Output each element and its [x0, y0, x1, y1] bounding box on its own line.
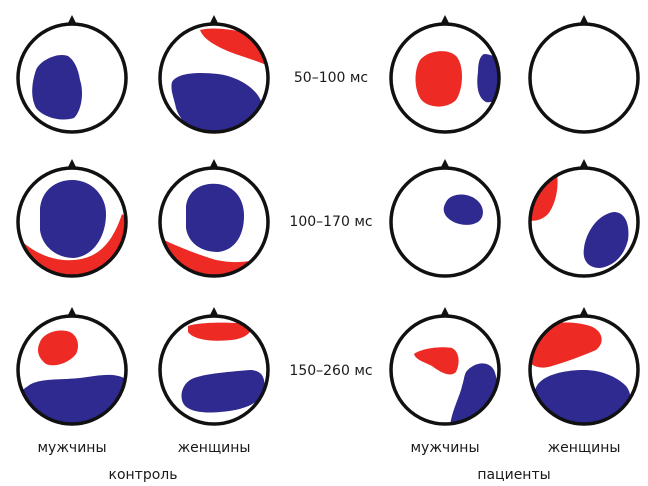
nose-marker [440, 159, 450, 169]
negative-region [18, 374, 126, 424]
column-label-patient-female: женщины [548, 440, 621, 456]
group-label-patients: пациенты [477, 467, 550, 483]
negative-region [181, 370, 265, 413]
positive-region [414, 347, 459, 375]
head-map-control-male-150-260 [16, 307, 128, 426]
column-label-control-male: мужчины [37, 440, 106, 456]
negative-region [40, 180, 106, 258]
nose-marker [440, 307, 450, 317]
head-map-patient-female-50-100 [528, 15, 640, 134]
negative-region [583, 212, 629, 268]
column-label-patient-male: мужчины [410, 440, 479, 456]
nose-marker [579, 159, 589, 169]
negative-region [171, 73, 262, 132]
negative-region [533, 370, 631, 424]
time-window-label: 50–100 мс [294, 70, 368, 86]
head-map-control-female-150-260 [158, 307, 270, 426]
nose-marker [67, 15, 77, 25]
column-label-control-female: женщины [178, 440, 251, 456]
head-outline [389, 166, 501, 278]
negative-region [443, 194, 483, 225]
negative-region [477, 54, 499, 103]
head-map-control-female-100-170 [158, 159, 270, 278]
time-window-label: 100–170 мс [289, 214, 372, 230]
positive-region [160, 238, 262, 276]
positive-region [188, 322, 252, 341]
nose-marker [67, 307, 77, 317]
positive-region [200, 28, 268, 68]
nose-marker [579, 307, 589, 317]
negative-region [32, 54, 82, 120]
head-map-patient-male-50-100 [389, 15, 501, 134]
positive-region [38, 330, 78, 366]
negative-region [450, 363, 497, 424]
head-map-patient-female-100-170 [528, 159, 640, 278]
nose-marker [209, 307, 219, 317]
nose-marker [579, 15, 589, 25]
head-map-patient-male-100-170 [389, 159, 501, 278]
head-outline [528, 22, 640, 134]
positive-region [415, 51, 462, 107]
negative-region [186, 183, 244, 252]
head-map-patient-female-150-260 [528, 307, 640, 426]
time-window-label: 150–260 мс [289, 363, 372, 379]
head-map-patient-male-150-260 [389, 307, 501, 426]
nose-marker [440, 15, 450, 25]
group-label-control: контроль [109, 467, 178, 483]
head-map-control-male-50-100 [16, 15, 128, 134]
head-map-control-male-100-170 [16, 159, 128, 278]
nose-marker [209, 15, 219, 25]
nose-marker [67, 159, 77, 169]
nose-marker [209, 159, 219, 169]
head-map-control-female-50-100 [158, 15, 270, 134]
